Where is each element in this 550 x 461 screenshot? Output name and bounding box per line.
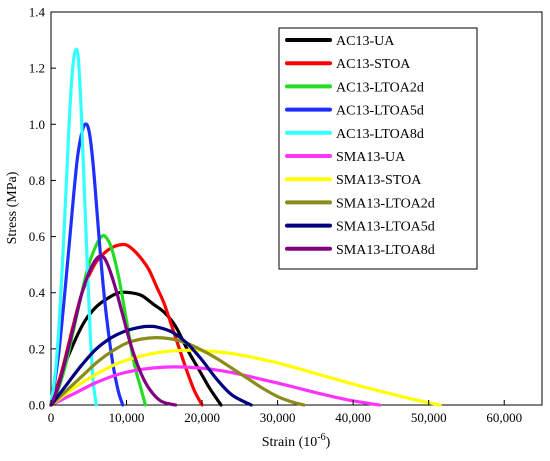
y-tick-label: 0.4 bbox=[29, 285, 46, 300]
y-axis: 0.0 0.2 0.4 0.6 0.8 1.0 1.2 1.4 bbox=[29, 5, 56, 413]
x-axis: 0 10,000 20,000 30,000 40,000 50,000 60,000 bbox=[48, 400, 522, 425]
series-line-ac13-ltoa5d bbox=[49, 122, 125, 407]
x-tick-label: 40,000 bbox=[335, 410, 371, 425]
legend-label: AC13-UA bbox=[336, 34, 395, 49]
y-tick-label: 1.4 bbox=[29, 5, 46, 20]
legend: AC13-UA AC13-STOA AC13-LTOA2d AC13-LTOA5d AC… bbox=[278, 27, 478, 270]
legend-label: SMA13-UA bbox=[336, 150, 406, 165]
x-tick-label: 50,000 bbox=[411, 410, 447, 425]
series-layer bbox=[49, 47, 442, 407]
series-line-ac13-ltoa8d bbox=[49, 47, 98, 407]
x-tick-label: 10,000 bbox=[109, 410, 145, 425]
legend-label: SMA13-STOA bbox=[336, 173, 422, 188]
x-tick-label: 20,000 bbox=[184, 410, 220, 425]
y-tick-label: 0.2 bbox=[29, 341, 45, 356]
series-line-sma13-stoa bbox=[49, 348, 442, 407]
legend-label: AC13-LTOA5d bbox=[336, 104, 424, 119]
y-axis-title: Stress (MPa) bbox=[5, 171, 20, 244]
legend-label: AC13-LTOA8d bbox=[336, 127, 424, 142]
legend-label: SMA13-LTOA5d bbox=[336, 220, 435, 235]
series-line-sma13-ltoa5d bbox=[49, 324, 253, 407]
x-tick-label: 60,000 bbox=[486, 410, 522, 425]
legend-label: AC13-LTOA2d bbox=[336, 80, 424, 95]
y-tick-label: 1.2 bbox=[29, 61, 45, 76]
legend-label: SMA13-LTOA2d bbox=[336, 196, 435, 211]
y-tick-label: 0.6 bbox=[29, 229, 46, 244]
x-axis-title: Strain (10-6) bbox=[262, 432, 331, 450]
y-tick-label: 0.0 bbox=[29, 398, 45, 413]
y-tick-label: 1.0 bbox=[29, 117, 45, 132]
series-line-sma13-ltoa2d bbox=[49, 336, 306, 407]
x-tick-label: 30,000 bbox=[260, 410, 296, 425]
legend-label: SMA13-LTOA8d bbox=[336, 243, 435, 258]
series-line-ac13-ua bbox=[49, 290, 223, 407]
series-line-sma13-ltoa8d bbox=[49, 254, 178, 407]
x-tick-label: 0 bbox=[48, 410, 55, 425]
legend-box bbox=[278, 27, 478, 270]
y-tick-label: 0.8 bbox=[29, 173, 45, 188]
series-line-sma13-ua bbox=[49, 365, 382, 407]
legend-label: AC13-STOA bbox=[336, 57, 411, 72]
